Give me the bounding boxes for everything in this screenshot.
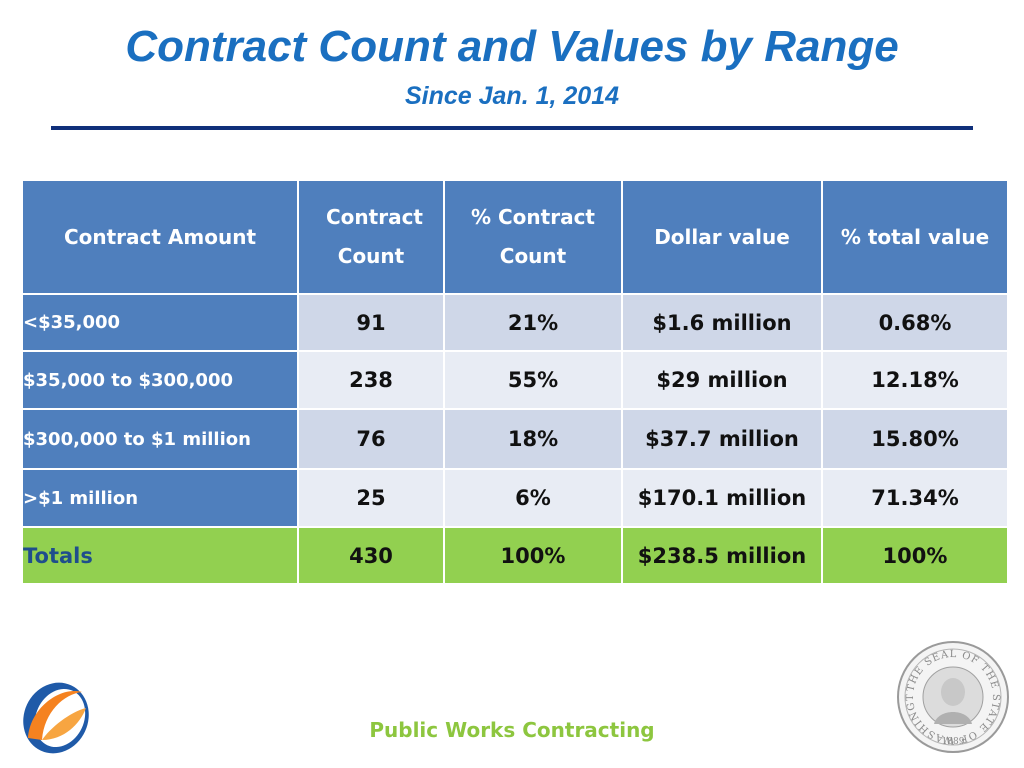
totals-label: Totals (21, 526, 299, 585)
cell-count: 76 (297, 408, 445, 470)
cell-pct-value: 0.68% (821, 293, 1009, 352)
cell-pct-count: 18% (443, 408, 623, 470)
totals-count: 430 (297, 526, 445, 585)
cell-count: 91 (297, 293, 445, 352)
cell-pct-count: 55% (443, 350, 623, 410)
cell-count: 25 (297, 468, 445, 528)
header-contract-count-label: Contract Count (326, 205, 423, 268)
table-row: >$1 million 25 6% $170.1 million 71.34% (21, 468, 1009, 528)
header-pct-total-value: % total value (821, 179, 1009, 295)
totals-pct-value: 100% (821, 526, 1009, 585)
title-divider (51, 126, 973, 130)
totals-row: Totals 430 100% $238.5 million 100% (21, 526, 1009, 585)
row-label: >$1 million (21, 468, 299, 528)
cell-pct-count: 21% (443, 293, 623, 352)
cell-pct-value: 12.18% (821, 350, 1009, 410)
header-contract-amount: Contract Amount (21, 179, 299, 295)
cell-count: 238 (297, 350, 445, 410)
row-label: $300,000 to $1 million (21, 408, 299, 470)
footer-text: Public Works Contracting (369, 718, 655, 742)
seal-year: 1889 (942, 737, 965, 747)
table-row: <$35,000 91 21% $1.6 million 0.68% (21, 293, 1009, 352)
page-subtitle: Since Jan. 1, 2014 (404, 82, 620, 110)
header-dollar-value: Dollar value (621, 179, 823, 295)
table-header-row: Contract Amount Contract Count % Contrac… (21, 179, 1009, 295)
cell-dollar: $1.6 million (621, 293, 823, 352)
row-label: <$35,000 (21, 293, 299, 352)
cell-dollar: $29 million (621, 350, 823, 410)
totals-pct-count: 100% (443, 526, 623, 585)
contract-table: Contract Amount Contract Count % Contrac… (21, 179, 1009, 585)
table-row: $300,000 to $1 million 76 18% $37.7 mill… (21, 408, 1009, 470)
cell-dollar: $37.7 million (621, 408, 823, 470)
table-row: $35,000 to $300,000 238 55% $29 million … (21, 350, 1009, 410)
logo-icon (23, 682, 89, 754)
cell-pct-value: 71.34% (821, 468, 1009, 528)
page-title: Contract Count and Values by Range (125, 22, 899, 71)
totals-dollar: $238.5 million (621, 526, 823, 585)
row-label: $35,000 to $300,000 (21, 350, 299, 410)
header-pct-contract-count: % Contract Count (443, 179, 623, 295)
state-seal-icon: THE SEAL OF THE STATE OF WASHINGTON 1889 (896, 640, 1009, 753)
header-contract-count: Contract Count (297, 179, 445, 295)
cell-pct-value: 15.80% (821, 408, 1009, 470)
header-pct-contract-count-label: % Contract Count (471, 205, 595, 268)
cell-pct-count: 6% (443, 468, 623, 528)
cell-dollar: $170.1 million (621, 468, 823, 528)
